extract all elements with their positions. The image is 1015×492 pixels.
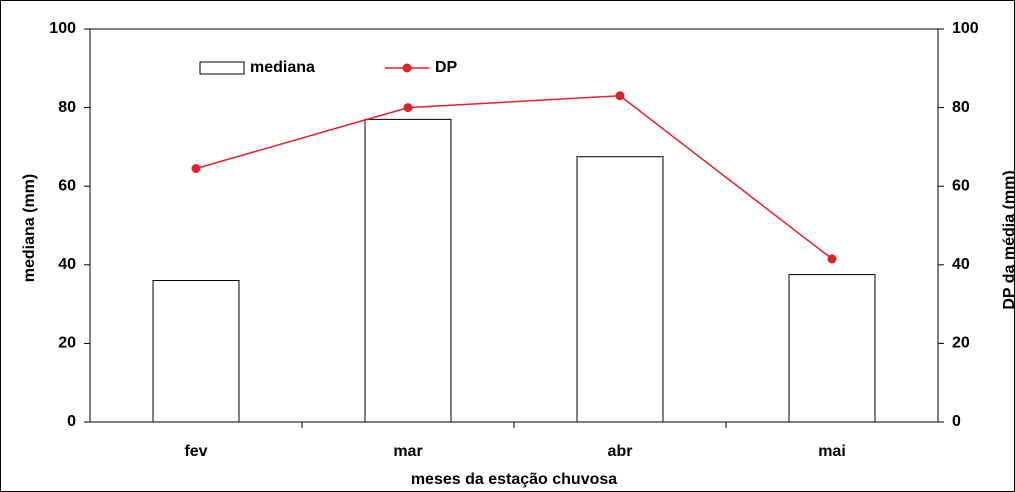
x-tick-label: abr (608, 443, 633, 460)
legend-label: DP (435, 59, 458, 76)
y-tick-label: 60 (58, 177, 76, 194)
y-tick-label: 80 (58, 99, 76, 116)
y2-tick-label: 0 (952, 413, 961, 430)
y2-tick-label: 80 (952, 99, 970, 116)
bar (788, 274, 876, 423)
y2-tick-label: 20 (952, 335, 970, 352)
line-marker (615, 91, 625, 101)
legend-swatch (199, 61, 245, 75)
bar (152, 280, 240, 423)
y2-tick-label: 60 (952, 177, 970, 194)
y2-axis-title: DP da média (mm) (1001, 170, 1015, 309)
x-tick-label: mai (818, 443, 846, 460)
bar (576, 156, 664, 423)
legend-label: mediana (250, 59, 315, 76)
legend-swatch (402, 63, 412, 73)
line-marker (827, 254, 837, 264)
y-tick-label: 40 (58, 256, 76, 273)
x-tick-label: fev (184, 443, 207, 460)
line (195, 95, 833, 260)
y-axis-title: mediana (mm) (21, 174, 38, 282)
x-axis-title: meses da estação chuvosa (411, 471, 617, 488)
line-marker (191, 164, 201, 174)
y-tick-label: 0 (67, 413, 76, 430)
y2-tick-label: 40 (952, 256, 970, 273)
bar (364, 118, 452, 423)
y-tick-label: 20 (58, 335, 76, 352)
x-tick-label: mar (393, 443, 422, 460)
y2-tick-label: 100 (952, 20, 979, 37)
y-tick-label: 100 (49, 20, 76, 37)
line-marker (403, 103, 413, 113)
